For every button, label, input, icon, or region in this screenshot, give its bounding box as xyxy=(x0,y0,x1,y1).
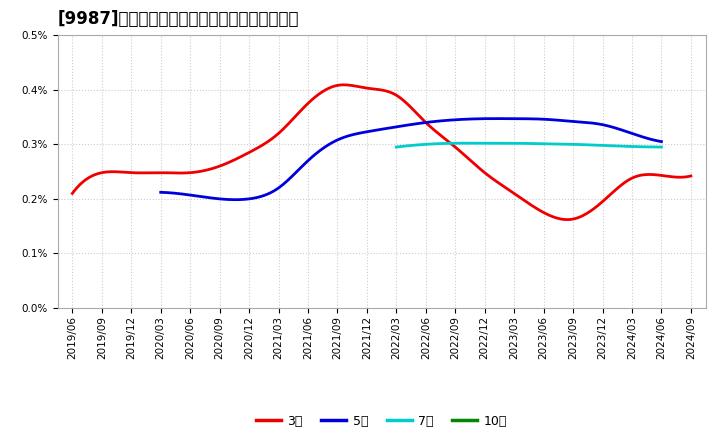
5年 xyxy=(395,124,404,129)
3年 xyxy=(68,191,76,196)
7年 xyxy=(652,144,660,150)
7年 xyxy=(461,140,469,146)
7年 xyxy=(610,143,618,149)
7年 xyxy=(392,144,400,150)
7年 xyxy=(550,141,559,147)
Line: 5年: 5年 xyxy=(161,119,662,200)
5年 xyxy=(156,190,165,195)
5年 xyxy=(456,117,464,122)
5年 xyxy=(657,139,666,144)
3年 xyxy=(577,213,586,219)
7年 xyxy=(536,141,544,147)
5年 xyxy=(569,119,577,124)
3年 xyxy=(404,102,413,107)
Line: 7年: 7年 xyxy=(396,143,662,147)
7年 xyxy=(518,141,527,146)
3年 xyxy=(674,175,683,180)
3年 xyxy=(363,85,372,91)
3年 xyxy=(339,82,348,88)
5年 xyxy=(428,119,437,125)
Line: 3年: 3年 xyxy=(72,85,691,220)
7年 xyxy=(520,141,528,146)
3年 xyxy=(562,217,571,222)
5年 xyxy=(492,116,501,121)
5年 xyxy=(647,137,656,142)
3年 xyxy=(437,134,446,139)
5年 xyxy=(398,123,407,128)
3年 xyxy=(687,173,696,179)
5年 xyxy=(230,197,239,202)
Legend: 3年, 5年, 7年, 10年: 3年, 5年, 7年, 10年 xyxy=(251,410,512,433)
Text: [9987]　当期純利益マージンの標準偏差の推移: [9987] 当期純利益マージンの標準偏差の推移 xyxy=(58,10,299,28)
3年 xyxy=(366,86,375,92)
7年 xyxy=(657,144,666,150)
